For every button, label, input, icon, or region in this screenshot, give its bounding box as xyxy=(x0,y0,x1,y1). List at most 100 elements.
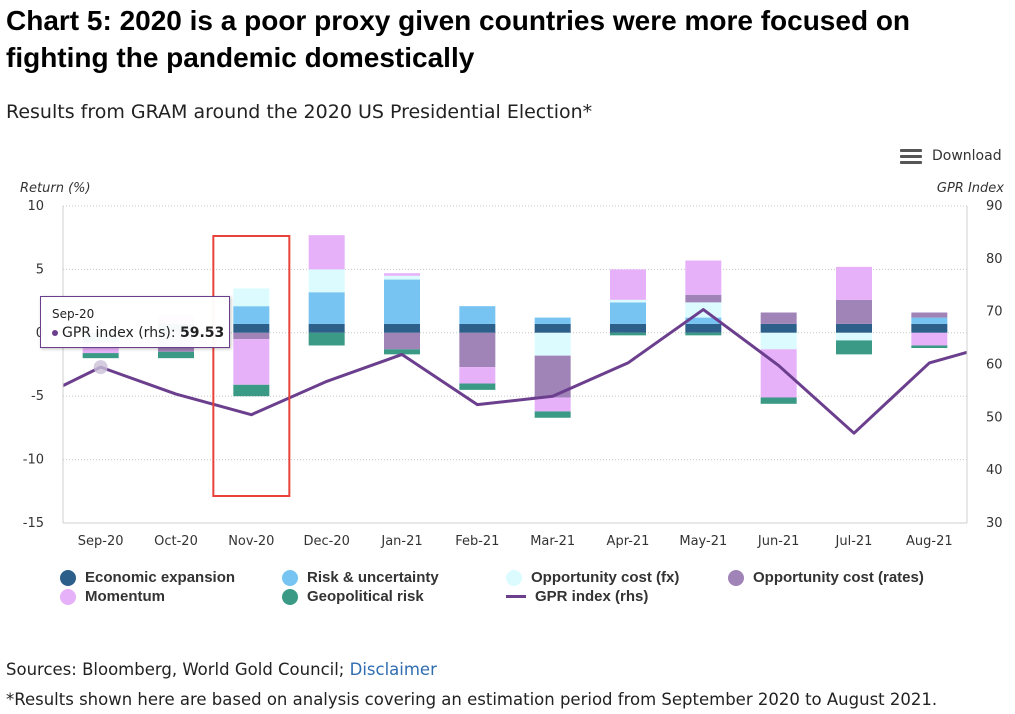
y2-tick-label: 80 xyxy=(986,252,1003,267)
bar-segment xyxy=(534,317,571,324)
bar-segment xyxy=(384,332,420,350)
bar-segment xyxy=(911,323,948,333)
bar-segment xyxy=(760,397,797,404)
gpr-hover-marker xyxy=(93,360,108,375)
bar-segment xyxy=(233,339,270,385)
gpr-line xyxy=(62,308,968,435)
y2-axis-title: GPR Index xyxy=(937,181,1004,196)
bar-segment xyxy=(836,266,872,300)
x-tick-label: Apr-21 xyxy=(607,534,650,549)
tooltip-row: GPR index (rhs): 59.53 xyxy=(52,325,224,341)
bar-segment xyxy=(534,323,571,333)
bar-segment xyxy=(610,323,646,333)
bar-segment xyxy=(384,275,420,280)
bar-segment xyxy=(233,288,270,307)
y-axis-title: Return (%) xyxy=(20,181,91,196)
legend-swatch xyxy=(506,569,522,586)
bar-segment xyxy=(233,384,270,397)
y2-tick-label: 90 xyxy=(986,199,1003,214)
bar-segment xyxy=(534,397,571,412)
tooltip-series-dot xyxy=(52,330,58,336)
bar-segment xyxy=(384,349,420,355)
y2-tick-label: 30 xyxy=(986,516,1003,531)
y-tick-label: -10 xyxy=(23,453,44,468)
legend-item-opportunity-cost-rates[interactable]: Opportunity cost (rates) xyxy=(728,569,924,586)
bar-segment xyxy=(534,332,571,356)
chart-subtitle: Results from GRAM around the 2020 US Pre… xyxy=(6,101,593,123)
bar-segment xyxy=(308,235,345,270)
bar-segment xyxy=(760,312,797,324)
bar-segment xyxy=(836,340,872,355)
legend-item-risk-uncertainty[interactable]: Risk & uncertainty xyxy=(282,569,439,586)
bar-segment xyxy=(384,323,420,333)
legend-swatch xyxy=(60,588,76,605)
bar-segment xyxy=(911,345,948,349)
tooltip-value: 59.53 xyxy=(180,325,225,341)
bar-segment xyxy=(911,332,948,346)
bar-segment xyxy=(384,279,420,324)
bar-segment xyxy=(384,273,420,276)
footnote: *Results shown here are based on analysi… xyxy=(6,690,938,709)
bar-segment xyxy=(459,332,496,368)
bar-segment xyxy=(308,269,345,293)
y-tick-label: 10 xyxy=(27,199,44,214)
legend-line-swatch xyxy=(506,595,526,598)
bar-segment xyxy=(610,299,646,303)
bar-segment xyxy=(308,292,345,324)
sources-line: Sources: Bloomberg, World Gold Council; … xyxy=(6,660,437,679)
y-tick-label: 0 xyxy=(36,326,44,341)
bar-segment xyxy=(308,323,345,333)
x-tick-label: Nov-20 xyxy=(228,534,274,549)
bar-segment xyxy=(459,306,496,324)
bar-segment xyxy=(534,411,571,418)
legend-swatch xyxy=(282,588,298,605)
legend-item-economic-expansion[interactable]: Economic expansion xyxy=(60,569,235,586)
chart-legend: Economic expansion Risk & uncertainty Oppo… xyxy=(60,569,1000,609)
bar-segment xyxy=(760,332,797,350)
bar-segment xyxy=(459,323,496,333)
legend-item-momentum[interactable]: Momentum xyxy=(60,588,165,605)
bar-segment xyxy=(233,323,270,333)
y2-tick-label: 50 xyxy=(986,410,1003,425)
menu-icon xyxy=(900,148,922,164)
bar-segment xyxy=(233,332,270,340)
legend-label: Opportunity cost (fx) xyxy=(531,569,680,586)
x-tick-label: Jul-21 xyxy=(835,534,873,549)
legend-item-geopolitical-risk[interactable]: Geopolitical risk xyxy=(282,588,424,605)
bar-segment xyxy=(610,332,646,336)
y-tick-label: -5 xyxy=(31,389,44,404)
bar-segment xyxy=(610,302,646,324)
highlight-box xyxy=(212,235,291,497)
download-label: Download xyxy=(932,148,1002,164)
bar-segment xyxy=(836,323,872,333)
x-tick-label: Aug-21 xyxy=(906,534,953,549)
legend-item-opportunity-cost-fx[interactable]: Opportunity cost (fx) xyxy=(506,569,679,586)
bar-segment xyxy=(911,312,948,318)
y2-tick-label: 40 xyxy=(986,463,1003,478)
y-tick-label: 5 xyxy=(36,262,44,277)
bar-segment xyxy=(685,317,722,324)
legend-label: GPR index (rhs) xyxy=(535,588,649,605)
x-tick-label: Jan-21 xyxy=(380,534,422,549)
download-button[interactable]: Download xyxy=(900,148,1002,164)
y-tick-label: -15 xyxy=(23,516,44,531)
legend-label: Risk & uncertainty xyxy=(307,569,439,586)
bar-segment xyxy=(836,299,872,324)
x-tick-label: Mar-21 xyxy=(530,534,575,549)
legend-label: Momentum xyxy=(85,588,165,605)
bar-segment xyxy=(760,323,797,333)
bar-segment xyxy=(158,351,194,359)
x-tick-label: Dec-20 xyxy=(303,534,349,549)
legend-item-gpr-index[interactable]: GPR index (rhs) xyxy=(506,588,648,605)
tooltip-date: Sep-20 xyxy=(52,307,95,321)
bar-segment xyxy=(610,269,646,300)
legend-swatch xyxy=(282,569,298,586)
legend-label: Geopolitical risk xyxy=(307,588,424,605)
bar-segment xyxy=(911,317,948,324)
x-tick-label: Sep-20 xyxy=(78,534,124,549)
sources-text: Sources: Bloomberg, World Gold Council; xyxy=(6,660,350,679)
legend-label: Opportunity cost (rates) xyxy=(753,569,924,586)
disclaimer-link[interactable]: Disclaimer xyxy=(349,660,437,679)
y2-tick-label: 70 xyxy=(986,305,1003,320)
